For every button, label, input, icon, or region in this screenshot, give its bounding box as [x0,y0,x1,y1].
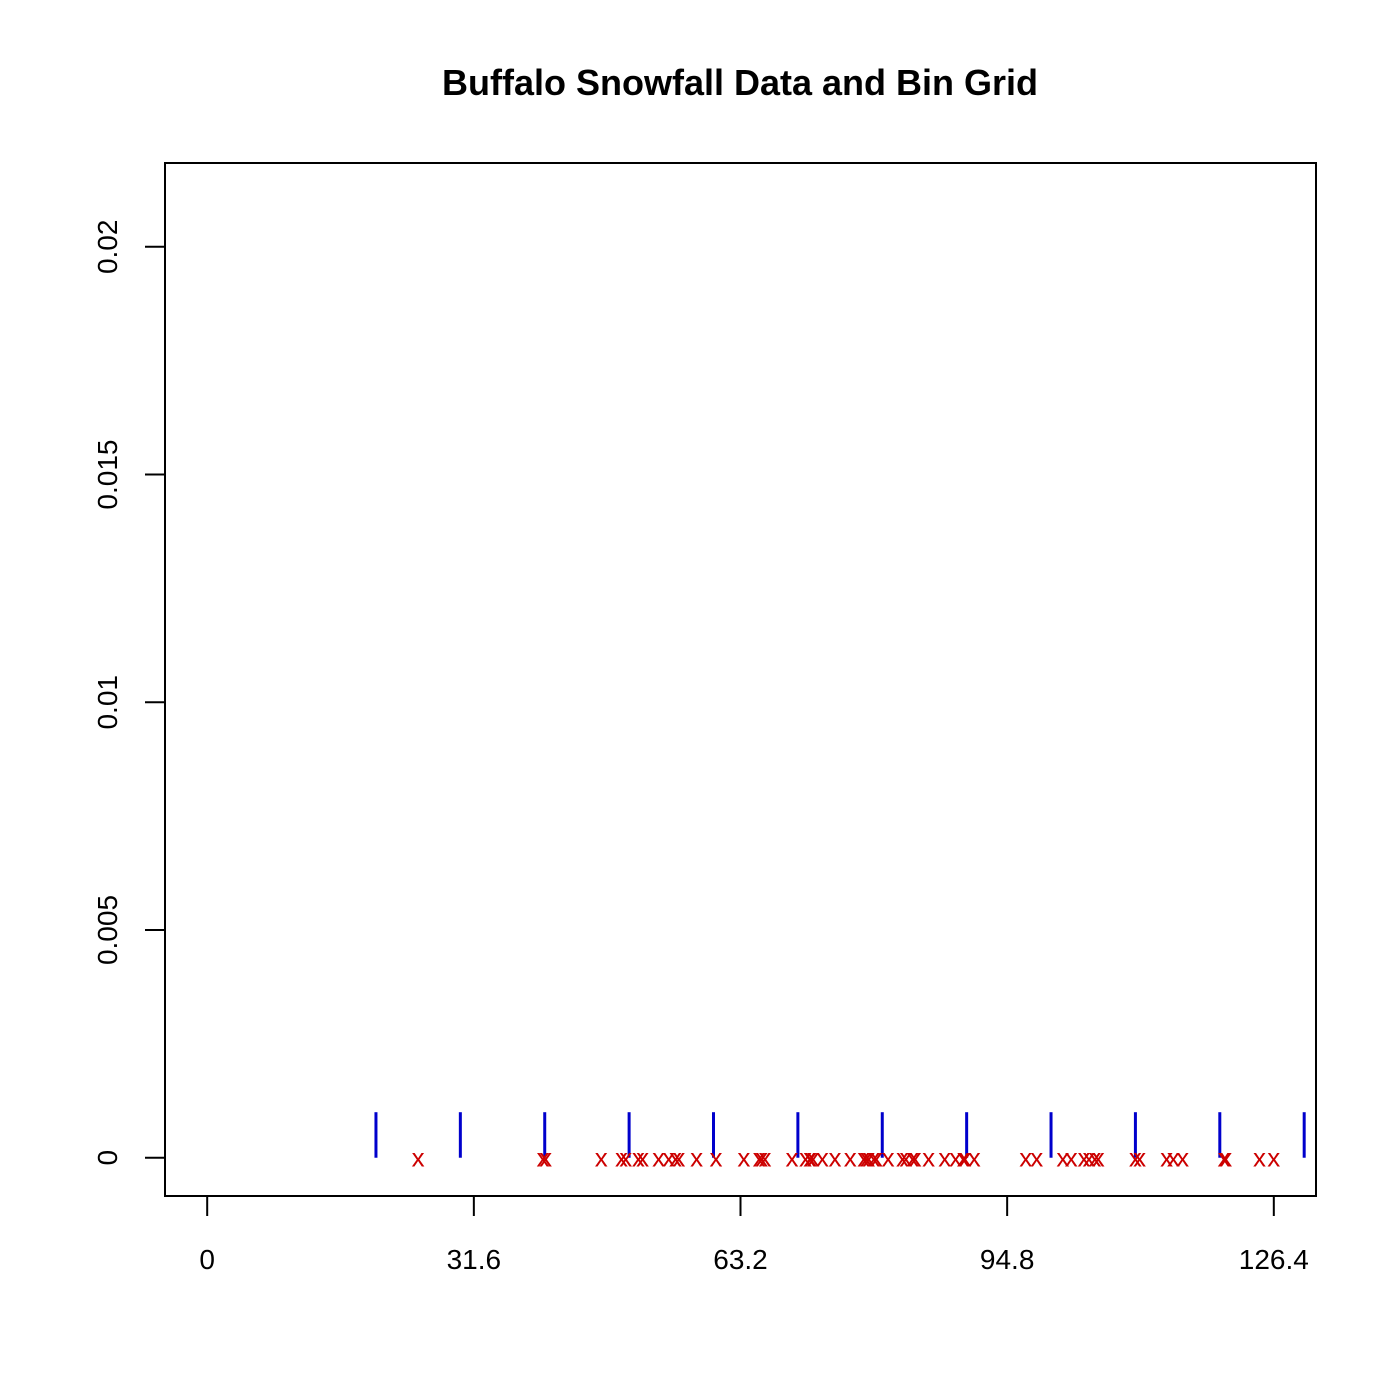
data-point: x [804,1143,817,1173]
data-point: x [1253,1143,1266,1173]
data-point: x [737,1143,750,1173]
data-point: x [799,1143,812,1173]
data-point: x [662,1143,675,1173]
data-point: x [860,1143,873,1173]
y-tick-label: 0.02 [92,220,123,275]
x-axis: 0 31.6 63.2 94.8 126.4 [199,1195,1309,1275]
data-point: x [922,1143,935,1173]
data-point: x [949,1143,962,1173]
data-point: x [615,1143,628,1173]
data-point: x [1267,1143,1280,1173]
data-point: x [1167,1143,1180,1173]
data-point: x [938,1143,951,1173]
data-point: x [595,1143,608,1173]
data-point: x [1218,1143,1231,1173]
data-point: x [803,1143,816,1173]
data-point: x [619,1143,632,1173]
data-point: x [755,1143,768,1173]
data-point: x [710,1143,723,1173]
data-point: x [829,1143,842,1173]
data-point: x [807,1143,820,1173]
data-point: x [1083,1143,1096,1173]
bin-grid-lines [374,1112,1306,1158]
x-tick-label: 126.4 [1239,1244,1309,1275]
data-point: x [862,1143,875,1173]
data-point: x [844,1143,857,1173]
data-point: x [632,1143,645,1173]
x-tick-label: 94.8 [980,1244,1035,1275]
data-point: x [652,1143,665,1173]
data-point: x [899,1143,912,1173]
data-point: x [785,1143,798,1173]
data-point: x [753,1143,766,1173]
y-tick-label: 0.015 [92,440,123,510]
data-point: x [636,1143,649,1173]
x-tick-label: 63.2 [713,1244,768,1275]
data-point: x [1092,1143,1105,1173]
data-point: x [1056,1143,1069,1173]
data-point: x [1133,1143,1146,1173]
data-point: x [906,1143,919,1173]
data-point: x [1088,1143,1101,1173]
data-point: x [1030,1143,1043,1173]
data-point: x [539,1143,552,1173]
data-point: x [816,1143,829,1173]
data-point: x [1129,1143,1142,1173]
data-point: x [669,1143,682,1173]
x-tick-label: 0 [199,1244,215,1275]
data-point: x [957,1143,970,1173]
data-point: x [1019,1143,1032,1173]
data-point: x [882,1143,895,1173]
x-tick-label: 31.6 [447,1244,502,1275]
data-point: x [870,1143,883,1173]
data-point: x [1176,1143,1189,1173]
y-tick-label: 0.01 [92,675,123,730]
data-point: x [690,1143,703,1173]
data-point: x [672,1143,685,1173]
data-point: x [1219,1143,1232,1173]
data-point: x [412,1143,425,1173]
data-point: x [896,1143,909,1173]
data-point: x [537,1143,550,1173]
data-point: x [958,1143,971,1173]
y-tick-label: 0.005 [92,895,123,965]
data-point: x [968,1143,981,1173]
data-point: x [867,1143,880,1173]
data-point: x [1160,1143,1173,1173]
data-point: x [857,1143,870,1173]
data-point: x [1065,1143,1078,1173]
y-tick-label: 0 [92,1150,123,1166]
data-point: x [758,1143,771,1173]
y-axis: 0 0.005 0.01 0.015 0.02 [92,220,166,1166]
data-point: x [1077,1143,1090,1173]
data-point: x [909,1143,922,1173]
chart-title: Buffalo Snowfall Data and Bin Grid [442,62,1038,103]
